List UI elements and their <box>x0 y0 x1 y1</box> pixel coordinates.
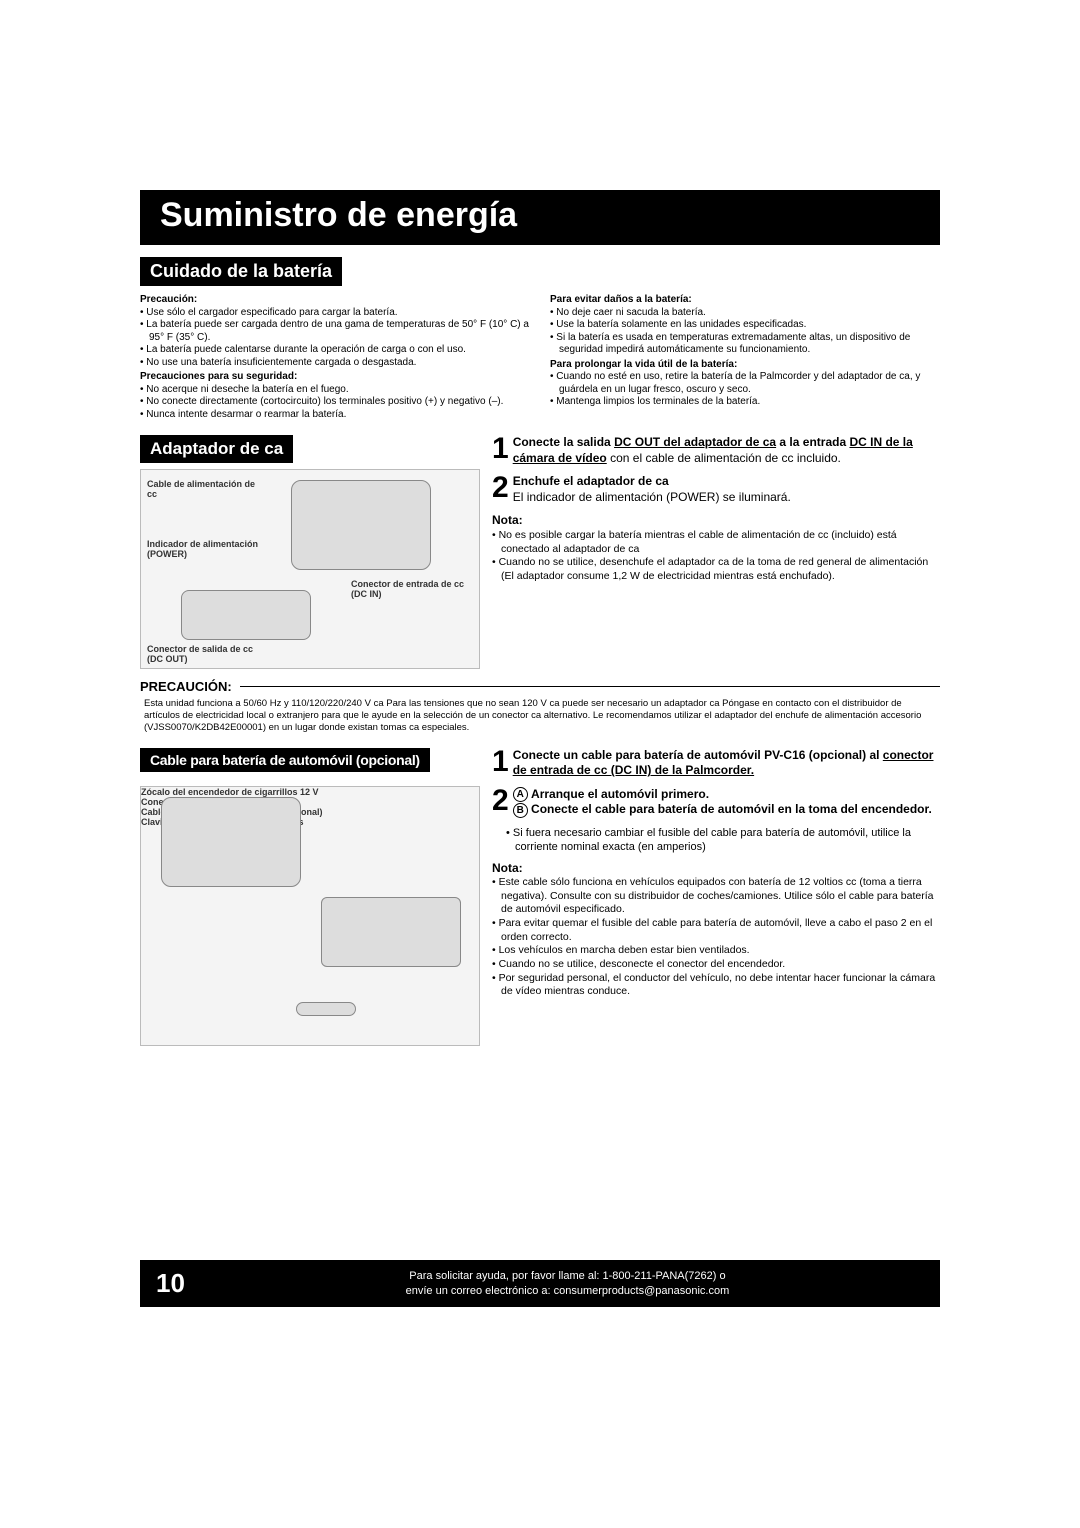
step-number: 1 <box>492 748 509 775</box>
list-item: Use sólo el cargador especificado para c… <box>140 307 530 320</box>
camcorder-shape <box>161 797 301 887</box>
list-item: Cuando no se utilice, desconecte el cone… <box>492 958 940 972</box>
step-1: 1 Conecte un cable para batería de autom… <box>492 748 940 779</box>
text: Este cable sólo funciona en vehículos eq… <box>499 876 749 888</box>
list-item: Use la batería solamente en las unidades… <box>550 319 940 332</box>
list-item: Para evitar quemar el fusible del cable … <box>492 917 940 944</box>
step-text: DC OUT del adaptador de ca <box>614 435 776 449</box>
battery-col-right: Para evitar daños a la batería: No deje … <box>550 292 940 421</box>
subhead: Precauciones para su seguridad: <box>140 371 530 384</box>
diagram-label: Indicador de alimentación (POWER) <box>147 540 267 560</box>
car-dash-shape <box>321 897 461 967</box>
list-item: No acerque ni deseche la batería en el f… <box>140 384 530 397</box>
precaucion-label: PRECAUCIÓN: <box>140 679 232 694</box>
list-item: Cuando no se utilice, desenchufe el adap… <box>492 556 940 583</box>
step-text: Conecte la salida <box>513 435 614 449</box>
subhead: Para prolongar la vida útil de la baterí… <box>550 359 940 372</box>
list-item: Si fuera necesario cambiar el fusible de… <box>506 826 940 855</box>
list-item: No use una batería insuficientemente car… <box>140 357 530 370</box>
list-item: No conecte directamente (cortocircuito) … <box>140 396 530 409</box>
list-item: La batería puede calentarse durante la o… <box>140 344 530 357</box>
footer-line: Para solicitar ayuda, por favor llame al… <box>409 1270 725 1282</box>
ac-adapter-shape <box>181 590 311 640</box>
bullet-list: No acerque ni deseche la batería en el f… <box>140 384 530 422</box>
subhead: Precaución: <box>140 294 530 307</box>
footer-band: 10 Para solicitar ayuda, por favor llame… <box>140 1260 940 1307</box>
step-text: Enchufe el adaptador de ca <box>513 474 669 488</box>
battery-columns: Precaución: Use sólo el cargador especif… <box>140 292 940 421</box>
bullet-list: Cuando no esté en uso, retire la batería… <box>550 371 940 409</box>
step-1: 1 Conecte la salida DC OUT del adaptador… <box>492 435 940 466</box>
step-text: Arranque el automóvil primero. <box>531 787 709 801</box>
adapter-row: Adaptador de ca Cable de alimentación de… <box>140 435 940 669</box>
list-item: Mantenga limpios los terminales de la ba… <box>550 396 940 409</box>
list-item: Cuando no esté en uso, retire la batería… <box>550 371 940 396</box>
battery-col-left: Precaución: Use sólo el cargador especif… <box>140 292 530 421</box>
adapter-section-header: Adaptador de ca <box>140 435 293 463</box>
list-item: Este cable sólo funciona en vehículos eq… <box>492 876 940 917</box>
step-number: 2 <box>492 474 509 501</box>
nota-list: No es posible cargar la batería mientras… <box>492 529 940 584</box>
rule-line <box>240 686 940 687</box>
precaucion-head: PRECAUCIÓN: <box>140 679 940 694</box>
list-item: Los vehículos en marcha deben estar bien… <box>492 944 940 958</box>
circle-a-icon: A <box>513 787 528 802</box>
car-left: Cable para batería de automóvil (opciona… <box>140 748 480 1046</box>
list-item: No deje caer ni sacuda la batería. <box>550 307 940 320</box>
step-text: El indicador de alimentación (POWER) se … <box>513 490 791 504</box>
precaucion-body: Esta unidad funciona a 50/60 Hz y 110/12… <box>140 694 940 744</box>
nota-head: Nota: <box>492 861 940 877</box>
subhead: Para evitar daños a la batería: <box>550 294 940 307</box>
car-section-header: Cable para batería de automóvil (opciona… <box>140 748 430 772</box>
adapter-left: Adaptador de ca Cable de alimentación de… <box>140 435 480 669</box>
list-item: Si la batería es usada en temperaturas e… <box>550 332 940 357</box>
diagram-label: Cable de alimentación de cc <box>147 480 267 500</box>
step-number: 1 <box>492 435 509 462</box>
camcorder-shape <box>291 480 431 570</box>
bullet-list: No deje caer ni sacuda la batería. Use l… <box>550 307 940 357</box>
step-2: 2 Enchufe el adaptador de ca El indicado… <box>492 474 940 505</box>
step-2: 2 A Arranque el automóvil primero. B Con… <box>492 787 940 818</box>
adapter-diagram: Cable de alimentación de cc Indicador de… <box>140 469 480 669</box>
list-item: Nunca intente desarmar o rearmar la bate… <box>140 409 530 422</box>
diagram-label: Zócalo del encendedor de cigarrillos 12 … <box>141 787 479 797</box>
car-diagram: Zócalo del encendedor de cigarrillos 12 … <box>140 786 480 1046</box>
car-row: Cable para batería de automóvil (opciona… <box>140 748 940 1046</box>
list-item: No es posible cargar la batería mientras… <box>492 529 940 556</box>
plug-shape <box>296 1002 356 1016</box>
bullet-list: Use sólo el cargador especificado para c… <box>140 307 530 370</box>
text: . Consulte con su distribuidor de coches… <box>501 890 934 916</box>
list-item: La batería puede ser cargada dentro de u… <box>140 319 530 344</box>
page-number: 10 <box>148 1266 203 1301</box>
diagram-label: Conector de entrada de cc (DC IN) <box>351 580 471 600</box>
adapter-right: 1 Conecte la salida DC OUT del adaptador… <box>492 435 940 669</box>
title-band: Suministro de energía <box>140 190 940 245</box>
nota-head: Nota: <box>492 513 940 529</box>
circle-b-icon: B <box>513 803 528 818</box>
footer-text: Para solicitar ayuda, por favor llame al… <box>203 1269 932 1299</box>
car-right: 1 Conecte un cable para batería de autom… <box>492 748 940 1046</box>
step-text: a la entrada <box>776 435 849 449</box>
footer-line: envíe un correo electrónico a: consumerp… <box>406 1285 730 1297</box>
nota-list: Este cable sólo funciona en vehículos eq… <box>492 876 940 999</box>
sub-bullet: Si fuera necesario cambiar el fusible de… <box>506 826 940 855</box>
list-item: Por seguridad personal, el conductor del… <box>492 972 940 999</box>
step-text: con el cable de alimentación de cc inclu… <box>607 451 841 465</box>
page-title: Suministro de energía <box>160 196 920 235</box>
step-number: 2 <box>492 787 509 814</box>
diagram-label: Conector de salida de cc (DC OUT) <box>147 645 267 665</box>
battery-section-header: Cuidado de la batería <box>140 257 342 286</box>
step-text: Conecte un cable para batería de automóv… <box>513 748 883 762</box>
step-text: Conecte el cable para batería de automóv… <box>531 802 932 816</box>
